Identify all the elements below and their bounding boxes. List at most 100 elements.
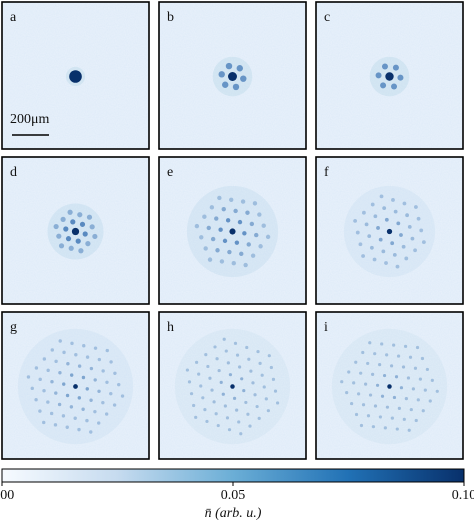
- diffraction-spot: [255, 404, 259, 409]
- diffraction-spot: [69, 70, 82, 83]
- diffraction-spot: [421, 240, 426, 245]
- diffraction-spot: [104, 412, 109, 416]
- diffraction-spot: [244, 400, 248, 405]
- diffraction-spot: [340, 380, 344, 384]
- diffraction-spot: [402, 417, 406, 421]
- diffraction-spot: [202, 214, 207, 219]
- diffraction-spot: [105, 348, 109, 353]
- diffraction-spot: [203, 246, 208, 251]
- diffraction-spot: [231, 261, 236, 266]
- diffraction-spot: [416, 398, 420, 402]
- diffraction-spot: [414, 418, 418, 423]
- diffraction-spot: [85, 355, 90, 359]
- diffraction-spot: [101, 400, 105, 405]
- diffraction-spot: [201, 396, 205, 400]
- diffraction-spot: [215, 357, 219, 361]
- diffraction-spot: [50, 380, 54, 384]
- diffraction-spot: [378, 415, 383, 419]
- diffraction-spot: [240, 377, 244, 381]
- diffraction-spot: [207, 257, 213, 262]
- diffraction-spot: [199, 384, 203, 388]
- diffraction-spot: [206, 225, 211, 231]
- diffraction-spot: [82, 344, 86, 348]
- diffraction-spot: [26, 375, 31, 379]
- diffraction-spot: [380, 82, 387, 89]
- diffraction-spot: [78, 248, 84, 254]
- diffraction-spot: [85, 418, 89, 423]
- diffraction-spot: [221, 392, 225, 396]
- diffraction-spot: [373, 352, 377, 356]
- diffraction-spot: [69, 373, 74, 377]
- diffraction-spot: [38, 409, 42, 413]
- diffraction-spot: [215, 248, 220, 253]
- diffraction-spot: [267, 354, 271, 358]
- diffraction-spot: [395, 264, 400, 269]
- diffraction-spot: [245, 210, 250, 215]
- diffraction-spot: [210, 236, 216, 242]
- diffraction-spot: [242, 389, 246, 393]
- diffraction-spot: [361, 350, 365, 355]
- diffraction-spot: [234, 240, 240, 245]
- diffraction-spot: [236, 65, 243, 72]
- diffraction-spot: [229, 197, 234, 202]
- diffraction-spot: [225, 416, 230, 420]
- diffraction-spot: [428, 399, 432, 403]
- diffraction-spot: [415, 345, 420, 350]
- diffraction-spot: [407, 224, 412, 229]
- diffraction-spot: [382, 373, 387, 378]
- diffraction-spot: [229, 228, 236, 235]
- diffraction-spot: [395, 427, 399, 431]
- diffraction-spot: [399, 233, 403, 237]
- diffraction-spot: [397, 406, 401, 410]
- diffraction-spot: [396, 354, 401, 358]
- diffraction-spot: [425, 367, 429, 372]
- panel: a 200μm: [1, 1, 150, 150]
- diffraction-spot: [61, 414, 66, 418]
- diffraction-spot: [359, 423, 364, 428]
- panel-frame: [315, 156, 464, 305]
- diffraction-spot: [408, 355, 413, 359]
- diffraction-spot: [62, 350, 66, 355]
- panel-label: g: [10, 320, 17, 335]
- diffraction-spot: [421, 409, 425, 413]
- diffraction-spot: [226, 361, 230, 365]
- diffraction-spot: [367, 234, 372, 239]
- diffraction-spot: [113, 371, 117, 375]
- diffraction-spot: [77, 212, 83, 218]
- diffraction-spot: [381, 63, 388, 70]
- diffraction-spot: [216, 423, 220, 428]
- diffraction-spot: [405, 213, 410, 218]
- diffraction-spot: [366, 361, 370, 366]
- diffraction-spot: [353, 218, 358, 223]
- diffraction-spot: [101, 369, 105, 373]
- diffraction-spot: [58, 371, 62, 375]
- panel: d: [1, 156, 150, 305]
- diffraction-spot: [192, 403, 196, 408]
- diffraction-spot: [67, 209, 73, 215]
- diffraction-spot: [112, 403, 117, 407]
- colorbar: [1, 468, 465, 483]
- diffraction-spot: [373, 214, 378, 219]
- colorbar-tick-label: 0.10: [452, 488, 474, 503]
- diffraction-spot: [81, 375, 86, 380]
- diffraction-spot: [53, 423, 58, 427]
- diffraction-spot: [71, 227, 80, 236]
- diffraction-spot: [409, 407, 413, 412]
- panel: g: [1, 311, 150, 460]
- diffraction-spot: [217, 368, 221, 373]
- diffraction-spot: [435, 389, 439, 393]
- diffraction-spot: [384, 217, 389, 222]
- diffraction-spot: [407, 428, 411, 432]
- diffraction-spot: [401, 244, 406, 249]
- diffraction-spot: [256, 349, 260, 354]
- diffraction-spot: [402, 201, 407, 206]
- diffraction-spot: [361, 254, 365, 258]
- diffraction-spot: [375, 72, 382, 79]
- diffraction-spot: [362, 210, 366, 215]
- diffraction-spot: [251, 381, 255, 385]
- diffraction-spot: [77, 427, 81, 432]
- diffraction-spot: [257, 212, 262, 217]
- diffraction-spot: [57, 402, 62, 407]
- diffraction-spot: [89, 430, 93, 434]
- diffraction-spot: [205, 419, 209, 424]
